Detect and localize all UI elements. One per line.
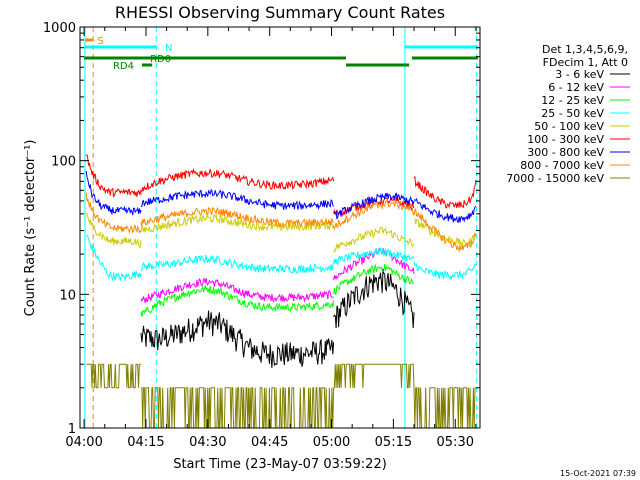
series-8 — [85, 192, 477, 253]
series-4-segment-2 — [140, 254, 335, 274]
legend-header-2: FDecim 1, Att 0 — [543, 56, 628, 69]
plot-frame — [79, 26, 481, 429]
x-tick-label-3: 04:30 — [189, 435, 226, 450]
series-6-segment-1 — [85, 154, 142, 198]
flag-n: N — [84, 43, 478, 54]
series-1 — [140, 268, 415, 368]
legend-entry-3: 12 - 25 keV — [541, 94, 604, 107]
series-2-segment-1 — [140, 277, 334, 304]
flag-s: S — [85, 36, 104, 47]
legend-header-1: Det 1,3,4,5,6,9, — [542, 43, 628, 56]
chart-title: RHESSI Observing Summary Count Rates — [115, 3, 445, 22]
series-5-segment-3 — [333, 226, 415, 253]
flag-rd4: RD4 — [113, 61, 410, 72]
x-axis: 04:00 04:15 04:30 04:45 05:00 05:15 05:30 — [65, 27, 477, 450]
series-4 — [86, 234, 477, 282]
series-6-segment-2 — [140, 167, 335, 193]
y-tick-label-3: 100 — [51, 155, 76, 170]
legend-entry-9: 7000 - 15000 keV — [506, 172, 604, 185]
legend-entry-5: 50 - 100 keV — [534, 120, 604, 133]
y-axis-label: Count Rate (s⁻¹ detector⁻¹) — [23, 140, 38, 317]
x-axis-label: Start Time (23-May-07 03:59:22) — [173, 457, 387, 472]
series-6-segment-4 — [413, 176, 477, 209]
series-2 — [140, 248, 415, 304]
series-3-segment-1 — [140, 284, 335, 317]
series-9-segment-2 — [141, 387, 335, 428]
flag-s-label: S — [97, 36, 103, 47]
y-tick-label-4: 1000 — [43, 21, 76, 36]
series-2-segment-2 — [333, 248, 415, 281]
flag-rd4-label: RD4 — [113, 61, 134, 72]
x-tick-label-2: 04:15 — [127, 435, 164, 450]
series-7-segment-4 — [413, 197, 477, 223]
series-8-segment-3 — [333, 198, 415, 231]
footer-timestamp: 15-Oct-2021 07:39 — [560, 469, 636, 478]
series-7-segment-3 — [333, 192, 415, 220]
series-9-segment-1 — [86, 363, 141, 389]
series-7 — [85, 171, 477, 223]
series-4-segment-3 — [333, 247, 415, 266]
series-1-segment-2 — [333, 268, 415, 329]
flag-rd0-label: RD0 — [150, 54, 171, 65]
x-tick-label-4: 04:45 — [251, 435, 288, 450]
series-9-segment-4 — [413, 387, 476, 428]
series-3 — [140, 263, 415, 317]
series-9-segment-3 — [333, 363, 415, 389]
flag-rd0: RD0 — [84, 54, 478, 65]
series-3-segment-2 — [333, 263, 415, 296]
series-7-segment-1 — [85, 171, 142, 216]
series-8-segment-4 — [413, 207, 477, 253]
x-tick-label-1: 04:00 — [65, 435, 102, 450]
legend-entry-4: 25 - 50 keV — [541, 107, 604, 120]
legend: Det 1,3,4,5,6,9,FDecim 1, Att 03 - 6 keV… — [506, 43, 630, 185]
series-1-segment-1 — [140, 310, 335, 368]
legend-entry-1: 3 - 6 keV — [555, 68, 604, 81]
flag-n-label: N — [165, 43, 172, 54]
x-tick-label-7: 05:30 — [437, 435, 474, 450]
series-5-segment-1 — [85, 213, 142, 249]
y-tick-label-1: 1 — [68, 422, 76, 437]
series-5-segment-4 — [413, 218, 477, 248]
x-tick-label-5: 05:00 — [313, 435, 350, 450]
legend-entry-2: 6 - 12 keV — [548, 81, 604, 94]
series-9 — [86, 363, 476, 428]
legend-entry-7: 300 - 800 keV — [527, 146, 604, 159]
legend-entry-6: 100 - 300 keV — [527, 133, 604, 146]
series-8-segment-2 — [140, 206, 334, 229]
series-4-segment-1 — [86, 234, 142, 282]
series-8-segment-1 — [85, 192, 142, 234]
x-tick-label-6: 05:15 — [375, 435, 412, 450]
series-7-segment-2 — [140, 188, 335, 211]
y-tick-label-2: 10 — [59, 288, 76, 303]
series-4-segment-4 — [413, 261, 477, 281]
legend-entry-8: 800 - 7000 keV — [520, 159, 604, 172]
series-layer — [85, 154, 477, 428]
